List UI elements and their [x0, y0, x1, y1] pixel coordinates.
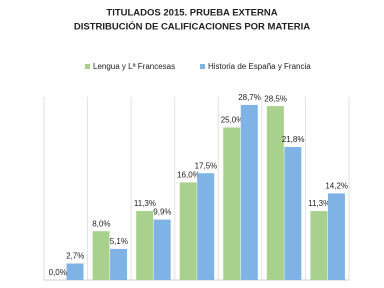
data-label: 11,3%	[134, 199, 156, 208]
bar	[240, 104, 258, 281]
bar	[92, 231, 110, 280]
data-label: 9,9%	[153, 208, 171, 217]
bar	[197, 173, 215, 280]
chart-title: TITULADOS 2015. PRUEBA EXTERNA	[106, 8, 277, 19]
data-label: 25,0%	[221, 116, 244, 125]
data-label: 14,2%	[325, 181, 348, 190]
bar	[179, 182, 197, 280]
data-label: 16,0%	[177, 171, 200, 180]
data-label: 11,3%	[308, 199, 330, 208]
data-label: 28,7%	[238, 93, 261, 102]
legend-swatch	[200, 64, 205, 69]
bar	[136, 211, 154, 280]
data-label: 2,7%	[66, 252, 84, 261]
legend-swatch	[85, 64, 90, 69]
bar	[327, 193, 345, 280]
legend-label: Lengua y Lª Francesas	[93, 62, 175, 71]
bar	[266, 106, 284, 281]
bar	[153, 219, 171, 280]
data-label: 17,5%	[195, 161, 218, 170]
data-label: 21,8%	[282, 135, 305, 144]
legend-label: Historia de España y Francia	[208, 62, 311, 71]
bar	[110, 248, 128, 280]
data-label: 0,0%	[49, 268, 67, 277]
bar	[284, 147, 302, 280]
data-label: 8,0%	[92, 219, 110, 228]
data-label: 28,5%	[264, 94, 287, 103]
bar	[223, 127, 241, 280]
bar	[66, 263, 84, 280]
data-label: 5,1%	[110, 237, 128, 246]
bar	[310, 211, 328, 280]
chart-title: DISTRIBUCIÓN DE CALIFICACIONES POR MATER…	[74, 21, 310, 33]
